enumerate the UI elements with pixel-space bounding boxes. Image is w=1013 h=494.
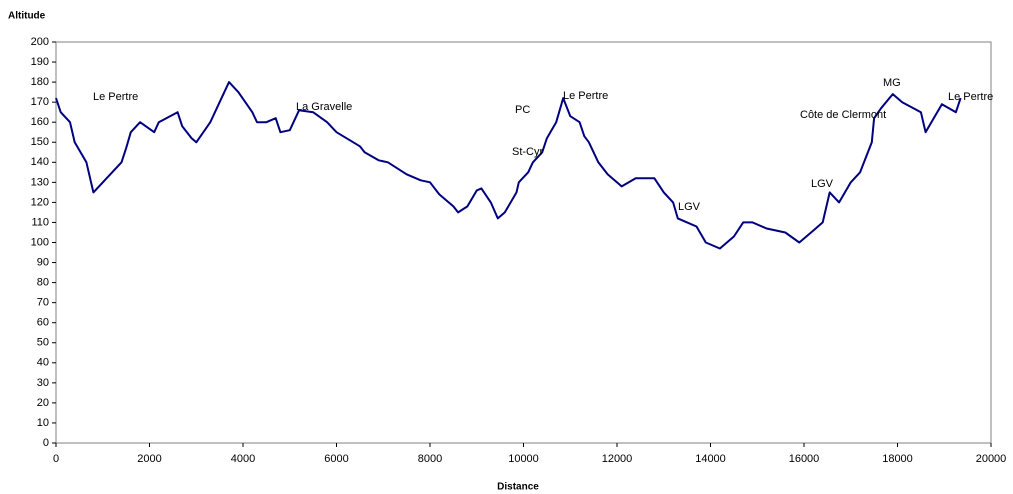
y-tick-label: 180 bbox=[31, 76, 49, 88]
x-tick-label: 12000 bbox=[602, 453, 633, 465]
x-tick-label: 14000 bbox=[695, 453, 726, 465]
y-tick-label: 20 bbox=[37, 397, 49, 409]
x-tick-label: 20000 bbox=[976, 453, 1007, 465]
y-tick-label: 70 bbox=[37, 297, 49, 309]
y-tick-label: 90 bbox=[37, 256, 49, 268]
y-tick-label: 30 bbox=[37, 377, 49, 389]
annotation: MG bbox=[883, 77, 901, 89]
x-tick-label: 0 bbox=[53, 453, 59, 465]
y-axis-title: Altitude bbox=[8, 11, 46, 22]
y-tick-label: 120 bbox=[31, 196, 49, 208]
x-tick-label: 6000 bbox=[324, 453, 348, 465]
y-tick-label: 60 bbox=[37, 317, 49, 329]
annotation: LGV bbox=[811, 178, 834, 190]
y-tick-label: 0 bbox=[43, 437, 49, 449]
annotation: St-Cyr bbox=[512, 146, 544, 158]
annotation: Le Pertre bbox=[948, 91, 993, 103]
y-tick-label: 170 bbox=[31, 96, 49, 108]
annotation: La Gravelle bbox=[296, 101, 352, 113]
y-tick-label: 40 bbox=[37, 357, 49, 369]
y-tick-label: 150 bbox=[31, 136, 49, 148]
y-tick-label: 10 bbox=[37, 417, 49, 429]
x-tick-label: 10000 bbox=[508, 453, 539, 465]
x-tick-label: 2000 bbox=[137, 453, 161, 465]
x-tick-label: 18000 bbox=[882, 453, 913, 465]
annotation: LGV bbox=[678, 201, 701, 213]
y-tick-label: 80 bbox=[37, 277, 49, 289]
annotation: PC bbox=[515, 104, 530, 116]
y-tick-label: 130 bbox=[31, 176, 49, 188]
annotation: Côte de Clermont bbox=[800, 109, 886, 121]
y-tick-label: 110 bbox=[31, 216, 49, 228]
y-tick-label: 140 bbox=[31, 156, 49, 168]
y-tick-label: 50 bbox=[37, 337, 49, 349]
x-tick-label: 8000 bbox=[418, 453, 442, 465]
y-tick-label: 200 bbox=[31, 36, 49, 48]
y-tick-label: 160 bbox=[31, 116, 49, 128]
x-tick-label: 16000 bbox=[789, 453, 820, 465]
x-tick-label: 4000 bbox=[231, 453, 255, 465]
annotation: Le Pertre bbox=[563, 90, 608, 102]
y-tick-label: 190 bbox=[31, 56, 49, 68]
annotation: Le Pertre bbox=[93, 91, 138, 103]
x-axis-title: Distance bbox=[497, 482, 539, 493]
y-tick-label: 100 bbox=[31, 236, 49, 248]
altitude-line bbox=[55, 81, 962, 250]
plot-frame bbox=[55, 41, 992, 444]
